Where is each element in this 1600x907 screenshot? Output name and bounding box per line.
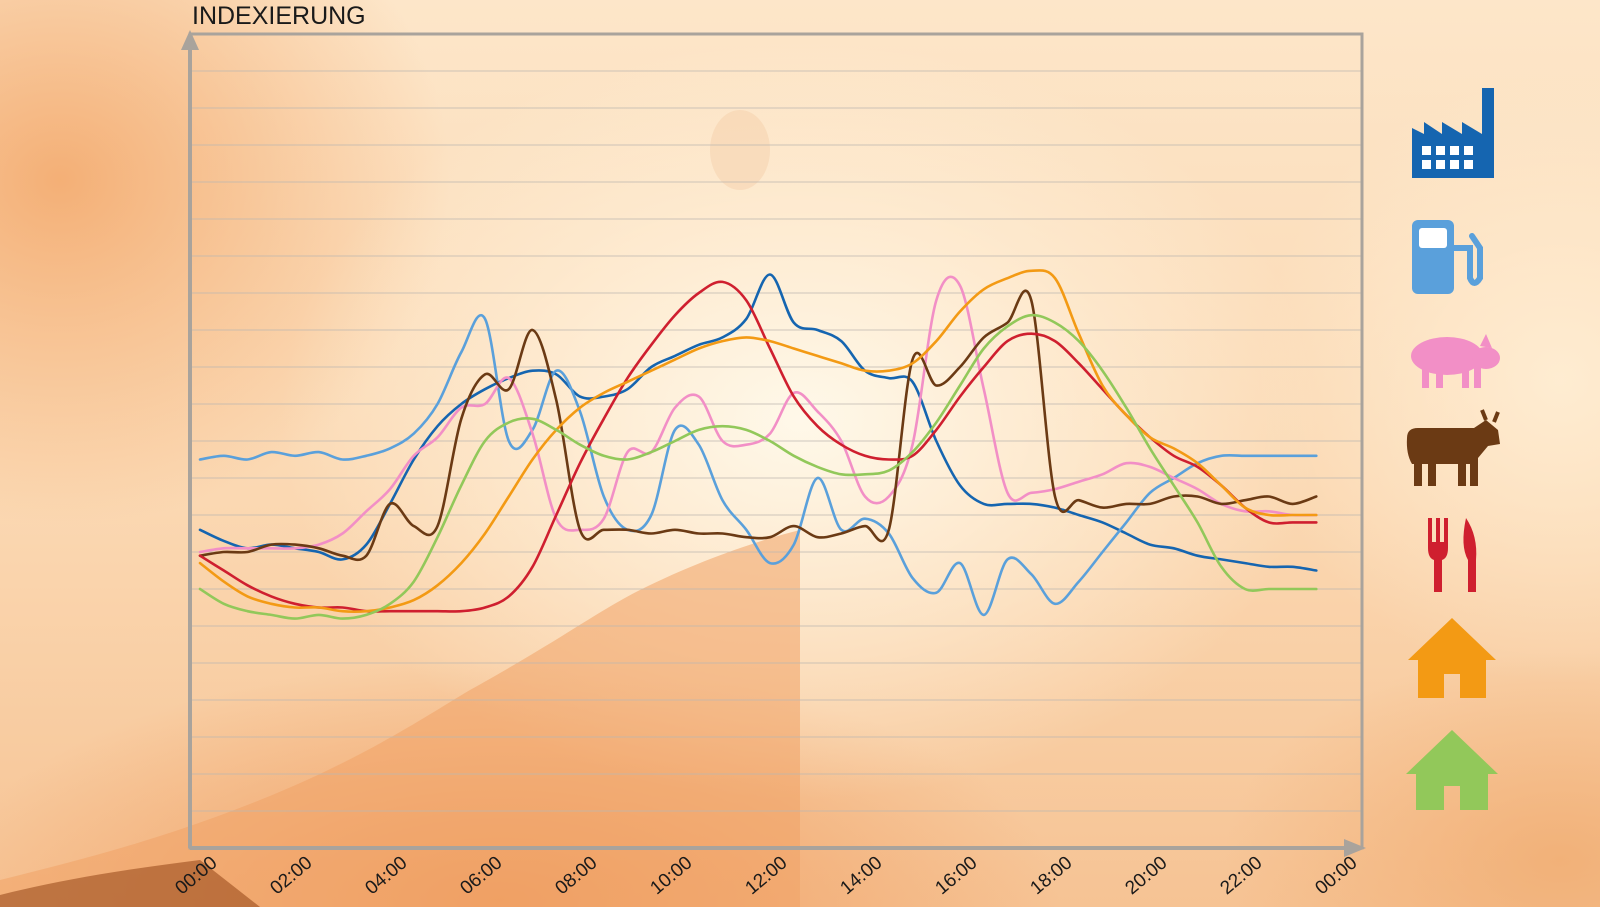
chart-title: INDEXIERUNG (192, 2, 366, 30)
factory-window (1464, 160, 1473, 169)
factory-shape (1412, 88, 1494, 178)
x-axis-arrow (1344, 839, 1366, 857)
x-tick-label: 06:00 (457, 852, 507, 899)
factory-window (1436, 146, 1445, 155)
grid-lines (190, 70, 1362, 812)
series-line-house-green (198, 313, 1318, 620)
pump-display (1419, 228, 1447, 248)
factory-window (1450, 146, 1459, 155)
fork-shape (1428, 518, 1448, 592)
pig-leg (1436, 366, 1443, 388)
x-tick-label: 00:00 (1312, 852, 1362, 899)
pump-hose (1451, 233, 1483, 286)
house-orange-icon (1408, 618, 1496, 698)
x-tick-label: 10:00 (647, 852, 697, 899)
x-tick-label: 16:00 (932, 852, 982, 899)
series-lines (198, 269, 1318, 620)
x-tick-label: 12:00 (742, 852, 792, 899)
factory-window (1436, 160, 1445, 169)
factory-window (1450, 160, 1459, 169)
cow-leg (1470, 458, 1478, 486)
series-line-fuel-pump (198, 314, 1318, 617)
cow-horns (1480, 409, 1500, 423)
series-line-factory (198, 273, 1318, 572)
series-line-cow (198, 289, 1318, 562)
x-tick-label: 04:00 (362, 852, 412, 899)
cow-leg (1428, 458, 1436, 486)
cow-body (1406, 420, 1500, 464)
pig-leg (1462, 366, 1469, 388)
house-shape (1406, 730, 1498, 810)
pig-ear (1480, 334, 1492, 348)
factory-window (1422, 146, 1431, 155)
cow-leg (1414, 458, 1422, 486)
x-tick-labels: 00:00 02:00 04:00 06:00 08:00 10:00 12:00 14:00… (172, 852, 1362, 899)
house-shape (1408, 618, 1496, 698)
series-line-pig (198, 275, 1318, 554)
x-tick-label: 22:00 (1217, 852, 1267, 899)
axes (181, 30, 1366, 857)
cutlery-icon (1428, 518, 1477, 592)
series-line-house-orange (198, 269, 1318, 613)
knife-shape (1463, 518, 1477, 592)
x-tick-label: 00:00 (172, 852, 222, 899)
pig-leg (1474, 366, 1481, 388)
x-tick-label: 02:00 (267, 852, 317, 899)
pig-head (1472, 347, 1500, 369)
pig-icon (1411, 334, 1500, 388)
x-tick-label: 18:00 (1027, 852, 1077, 899)
factory-window (1422, 160, 1431, 169)
cow-leg (1458, 458, 1466, 486)
house-green-icon (1406, 730, 1498, 810)
pig-leg (1422, 366, 1429, 388)
pig-body (1411, 337, 1483, 375)
x-tick-label: 14:00 (837, 852, 887, 899)
icon-legend (1406, 88, 1500, 810)
x-tick-label: 20:00 (1122, 852, 1172, 899)
factory-window (1464, 146, 1473, 155)
x-tick-label: 08:00 (552, 852, 602, 899)
factory-icon (1412, 88, 1494, 178)
y-axis-arrow (181, 30, 199, 50)
fuel-pump-icon (1412, 220, 1483, 294)
cow-icon (1406, 409, 1500, 486)
